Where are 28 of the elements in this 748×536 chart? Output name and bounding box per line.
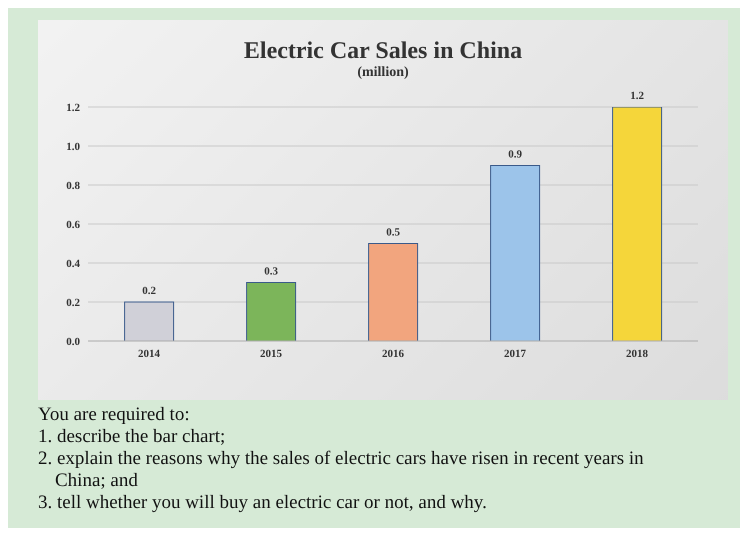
chart-title: Electric Car Sales in China (242, 38, 524, 65)
x-tick-label: 2014 (138, 348, 160, 360)
y-tick-label: 1.2 (66, 102, 80, 114)
data-label: 0.2 (142, 285, 156, 297)
bar (246, 282, 296, 341)
y-tick-label: 0.4 (66, 258, 80, 270)
bar (490, 165, 540, 341)
data-label: 0.9 (508, 148, 522, 160)
data-label: 1.2 (630, 90, 644, 102)
text: 3. tell whether you will buy an electric car or not, and why. (38, 492, 488, 514)
chart-subtitle: (million) (356, 65, 410, 81)
bar (124, 302, 174, 341)
data-label: 0.3 (264, 266, 278, 278)
x-tick-label: 2017 (504, 348, 526, 360)
y-tick-label: 0.6 (66, 218, 80, 231)
bar (368, 243, 418, 341)
y-tick-label: 0.0 (66, 336, 80, 348)
text: 2. explain the reasons why the sales of electric cars have risen in recent years in China; and (38, 448, 645, 492)
data-label: 0.5 (386, 226, 400, 238)
x-tick-label: 2018 (626, 348, 648, 360)
y-tick-label: 0.2 (66, 296, 80, 309)
bar (612, 107, 662, 341)
x-tick-label: 2016 (382, 348, 404, 360)
y-tick-label: 0.8 (66, 180, 80, 192)
text: 1. describe the bar chart; (38, 426, 226, 448)
text: You are required to: (38, 404, 191, 426)
x-tick-label: 2015 (260, 348, 282, 360)
y-tick-label: 1.0 (66, 140, 80, 153)
